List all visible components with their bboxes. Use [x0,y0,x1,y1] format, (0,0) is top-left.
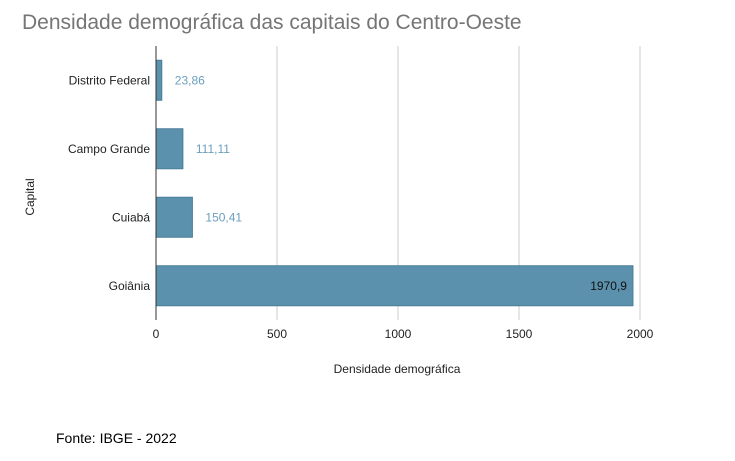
chart-title: Densidade demográfica das capitais do Ce… [22,11,522,34]
category-label: Distrito Federal [69,73,150,87]
bar [155,59,163,101]
category-label: Goiânia [109,279,151,293]
bar [155,265,634,307]
data-label: 150,41 [205,210,242,224]
y-axis-title: Capital [23,178,37,215]
bar [155,128,184,170]
source-note: Fonte: IBGE - 2022 [56,430,177,446]
data-label: 23,86 [175,73,205,87]
labels: 0 500 1000 1500 2000 Distrito Federal 23,86 Cam… [68,73,654,341]
x-tick-label: 500 [267,327,287,341]
x-tick-label: 1500 [506,327,533,341]
x-tick-label: 1000 [385,327,412,341]
bar [155,196,193,238]
x-tick-label: 2000 [627,327,654,341]
data-label: 111,11 [196,142,230,156]
category-label: Cuiabá [112,210,150,224]
bars [155,59,634,307]
data-label: 1970,9 [590,279,627,293]
x-tick-label: 0 [153,327,160,341]
x-axis-title: Densidade demográfica [334,362,461,376]
category-label: Campo Grande [68,142,150,156]
